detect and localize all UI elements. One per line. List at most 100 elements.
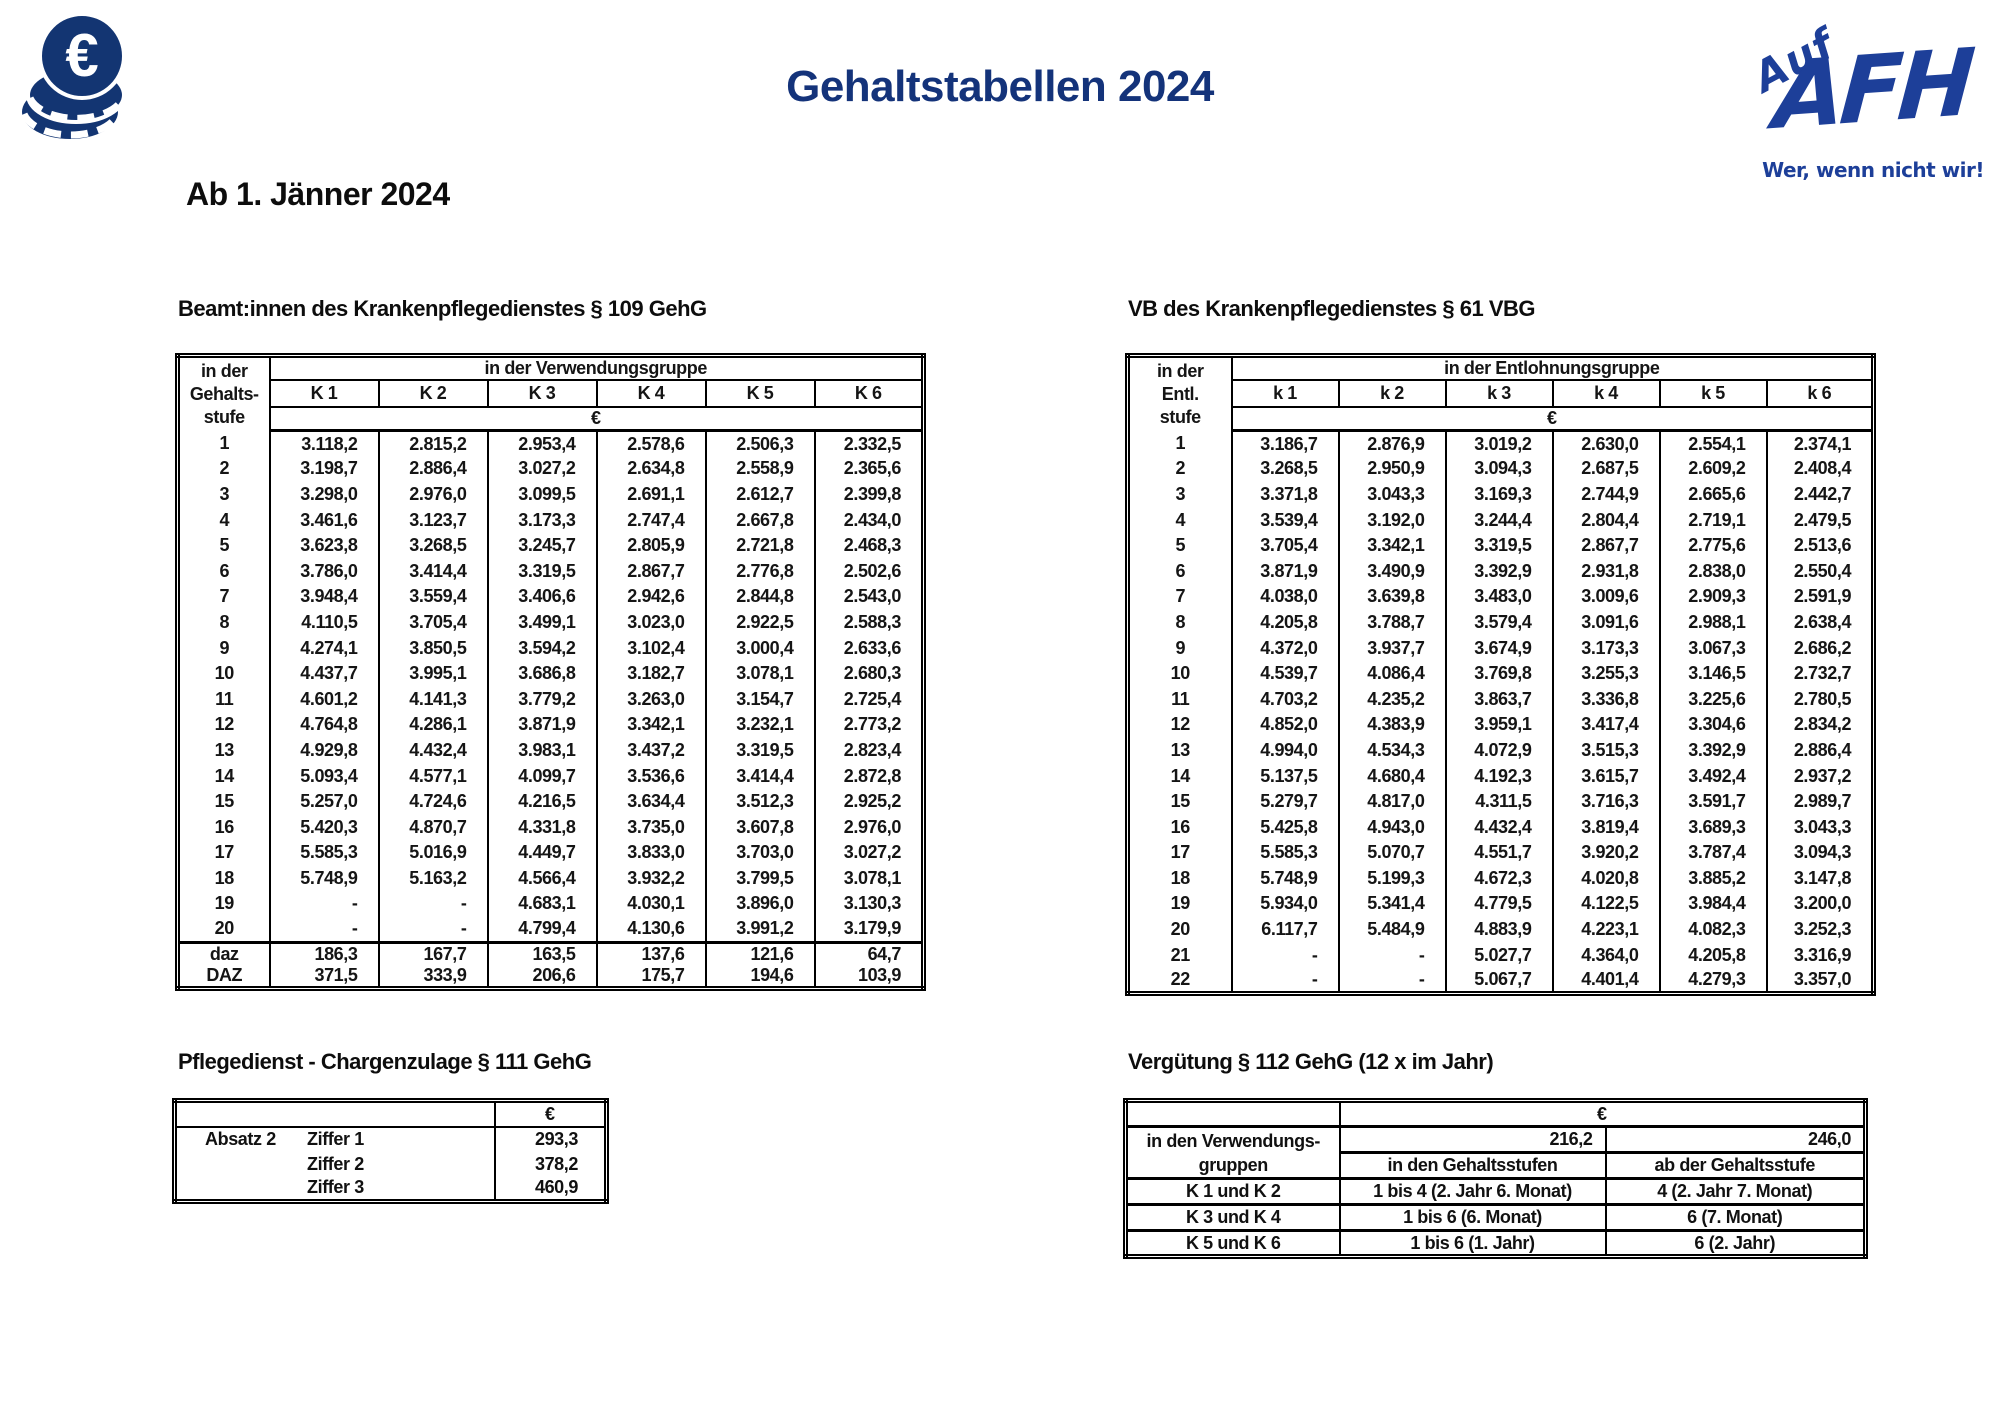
salary-cell: 3.705,4 [377, 609, 488, 636]
salary-cell: 3.607,8 [704, 814, 815, 840]
salary-cell: 5.425,8 [1230, 814, 1339, 840]
salary-cell: 2.872,8 [813, 763, 924, 789]
table-row: 13 4.994,0 4.534,3 4.072,9 3.515,3 3.392… [1127, 737, 1874, 764]
salary-cell: 3.319,5 [704, 737, 815, 764]
salary-cell: 4.943,0 [1337, 814, 1446, 840]
salary-cell: 4.577,1 [377, 763, 488, 789]
table-row: 14 5.093,4 4.577,1 4.099,7 3.536,6 3.414… [177, 763, 924, 789]
salary-cell: 2.665,6 [1658, 481, 1767, 508]
column-header: K 1 [268, 380, 379, 408]
stufe-cell: 13 [1127, 737, 1233, 764]
salary-cell: 3.268,5 [1230, 456, 1339, 482]
stufe-cell: daz [177, 940, 271, 965]
salary-cell: 5.016,9 [377, 840, 488, 866]
salary-cell: 3.983,1 [486, 737, 597, 764]
ziffer-label: Ziffer 2 [307, 1153, 364, 1174]
salary-cell: 2.867,7 [595, 558, 706, 585]
salary-cell: 2.502,6 [813, 558, 924, 585]
stufe-cell: 17 [177, 840, 271, 866]
table-row: 22 - - 5.067,7 4.401,4 4.279,3 3.357,0 [1127, 967, 1874, 994]
salary-cell: 175,7 [595, 964, 706, 989]
salary-cell: 3.304,6 [1658, 712, 1767, 738]
salary-cell: 3.786,0 [268, 558, 379, 585]
salary-cell: 5.934,0 [1230, 891, 1339, 917]
stufe-cell: 20 [177, 916, 271, 943]
beamte-table-title: Beamt:innen des Krankenpflegedienstes § … [178, 296, 707, 321]
salary-cell: 4.601,2 [268, 686, 379, 713]
salary-cell: 4.205,8 [1658, 942, 1767, 968]
salary-cell: 3.417,4 [1551, 712, 1660, 738]
salary-cell: 5.748,9 [1230, 865, 1339, 892]
salary-cell: 4.122,5 [1551, 891, 1660, 917]
salary-cell: 2.506,3 [704, 430, 815, 457]
stufe-cell: 12 [1127, 712, 1233, 738]
salary-cell: 3.769,8 [1444, 660, 1553, 687]
salary-cell: 3.268,5 [377, 532, 488, 559]
salary-cell: 3.147,8 [1765, 865, 1874, 892]
table-row: 9 4.274,1 3.850,5 3.594,2 3.102,4 3.000,… [177, 635, 924, 661]
column-header: k 6 [1765, 380, 1874, 408]
salary-cell: 3.169,3 [1444, 481, 1553, 508]
salary-cell: 3.483,0 [1444, 584, 1553, 610]
salary-cell: 4.672,3 [1444, 865, 1553, 892]
salary-cell: 2.550,4 [1765, 558, 1874, 585]
salary-cell: 3.392,9 [1658, 737, 1767, 764]
salary-cell: 2.612,7 [704, 481, 815, 508]
stufe-cell: 19 [1127, 891, 1233, 917]
salary-cell: - [377, 891, 488, 917]
salary-cell: 3.639,8 [1337, 584, 1446, 610]
stufe-cell: 4 [1127, 507, 1233, 533]
chargenzulage-table-body: Absatz 2 Ziffer 1 293,3 Ziffer 2 378,2 Zi… [175, 1126, 607, 1202]
group-cell: K 3 und K 4 [1125, 1203, 1341, 1231]
salary-cell: 4.020,8 [1551, 865, 1660, 892]
verwendungsgruppen-header: in den Verwendungs-gruppen [1125, 1125, 1341, 1179]
salary-cell: 2.988,1 [1658, 609, 1767, 636]
table-row: 16 5.425,8 4.943,0 4.432,4 3.819,4 3.689… [1127, 814, 1874, 840]
salary-cell: - [1230, 967, 1339, 994]
stufe-cell: 3 [1127, 481, 1233, 508]
table-row: 19 - - 4.683,1 4.030,1 3.896,0 3.130,3 [177, 891, 924, 917]
salary-cell: 4.764,8 [268, 712, 379, 738]
vb-table-body: 1 3.186,7 2.876,9 3.019,2 2.630,0 2.554,… [1127, 430, 1874, 994]
vb-row-header: in der Entl. stufe [1127, 355, 1233, 431]
salary-cell: 4.099,7 [486, 763, 597, 789]
salary-cell: 194,6 [704, 964, 815, 989]
group-cell: K 5 und K 6 [1125, 1229, 1341, 1257]
stufe-cell: 8 [177, 609, 271, 636]
in-stufen-cell: 1 bis 6 (6. Monat) [1338, 1203, 1606, 1231]
salary-cell: 3.615,7 [1551, 763, 1660, 789]
svg-text:€: € [65, 22, 98, 89]
beamte-currency-header: € [269, 407, 924, 432]
salary-cell: 4.566,4 [486, 865, 597, 892]
absatz-label: Absatz 2 [205, 1129, 276, 1149]
salary-cell: 3.490,9 [1337, 558, 1446, 585]
salary-cell: 4.432,4 [1444, 814, 1553, 840]
table-row: Ziffer 3 460,9 [175, 1176, 607, 1202]
salary-cell: 2.633,6 [813, 635, 924, 661]
salary-cell: 2.365,6 [813, 456, 924, 482]
table-row: 12 4.764,8 4.286,1 3.871,9 3.342,1 3.232… [177, 712, 924, 738]
salary-cell: 2.434,0 [813, 507, 924, 533]
salary-cell: 3.536,6 [595, 763, 706, 789]
salary-cell: 4.205,8 [1230, 609, 1339, 636]
salary-cell: 167,7 [377, 940, 488, 965]
stufe-cell: 10 [177, 660, 271, 687]
salary-cell: 5.067,7 [1444, 967, 1553, 994]
table-row: 5 3.623,8 3.268,5 3.245,7 2.805,9 2.721,… [177, 532, 924, 559]
salary-cell: 2.744,9 [1551, 481, 1660, 508]
salary-cell: 3.461,6 [268, 507, 379, 533]
table-row: 6 3.786,0 3.414,4 3.319,5 2.867,7 2.776,… [177, 558, 924, 585]
table-row: 9 4.372,0 3.937,7 3.674,9 3.173,3 3.067,… [1127, 635, 1874, 661]
salary-cell: - [377, 916, 488, 943]
salary-cell: 3.186,7 [1230, 430, 1339, 457]
salary-cell: 4.086,4 [1337, 660, 1446, 687]
salary-cell: 3.559,4 [377, 584, 488, 610]
salary-cell: 4.279,3 [1658, 967, 1767, 994]
vb-table-title: VB des Krankenpflegedienstes § 61 VBG [1128, 296, 1536, 321]
salary-cell: 4.539,7 [1230, 660, 1339, 687]
salary-cell: 3.263,0 [595, 686, 706, 713]
verguetung-table-title: Vergütung § 112 GehG (12 x im Jahr) [1128, 1049, 1494, 1074]
beamte-group-header: in der Verwendungsgruppe [269, 355, 924, 381]
salary-cell: 3.225,6 [1658, 686, 1767, 713]
